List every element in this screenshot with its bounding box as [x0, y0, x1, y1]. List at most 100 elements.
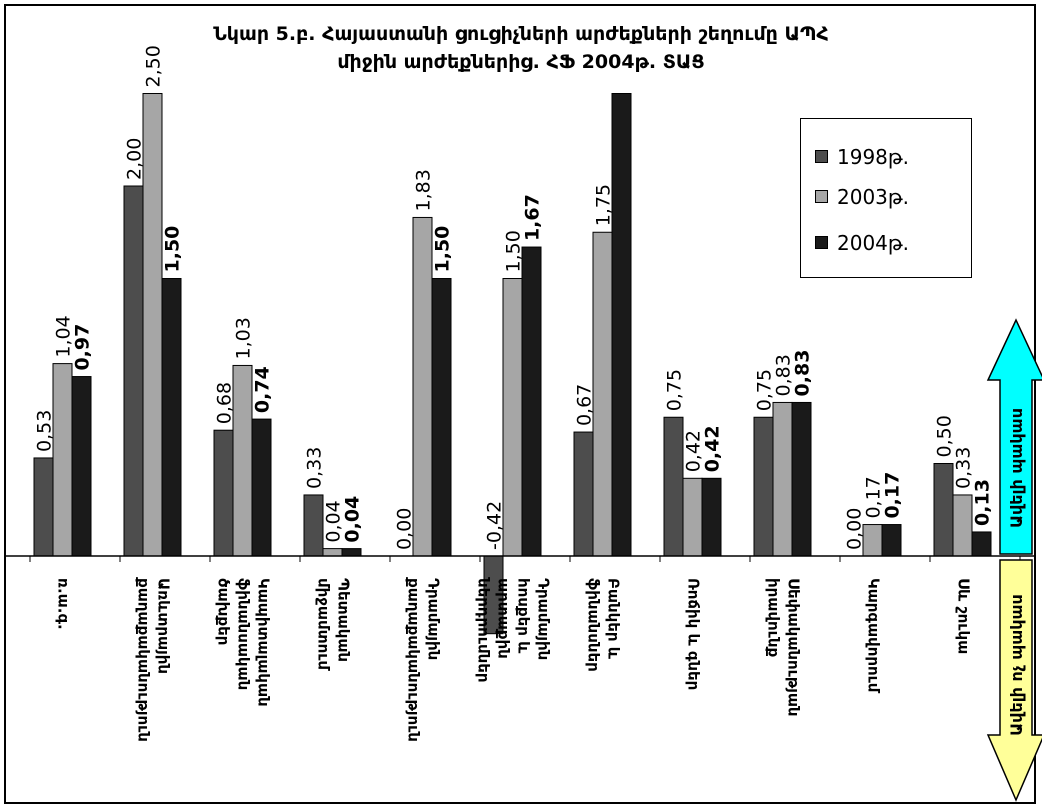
bar-2004-8: [701, 477, 722, 557]
category-label-3-line-1: Կապիտալական: [255, 578, 273, 707]
value-label-2003-7: 1,75: [593, 184, 615, 226]
category-label-7-line-1: Բանկեր և: [605, 578, 623, 660]
bar-2003-11: [952, 494, 973, 557]
legend-swatch-2003: [815, 190, 828, 203]
category-label-8-line-1: Ռոճիկ և գներ: [685, 578, 703, 690]
bar-1998-11: [933, 463, 954, 557]
value-label-2004-9: 0,83: [792, 350, 814, 397]
legend: 1998թ. 2003թ. 2004թ.: [800, 118, 972, 278]
legend-item-1998: 1998թ.: [815, 145, 910, 169]
category-label-6-line-4: ներդրումներ: [475, 577, 493, 683]
category-label-9-line-2: իրավունք: [765, 578, 783, 657]
value-label-1998-1: 0,53: [34, 410, 56, 452]
value-labels-layer: 0,53 1,040,97 2,00 2,50 1,50 0,68 1,03 0,74 0,33…: [34, 45, 994, 550]
value-label-2004-6: 1,67: [522, 194, 544, 241]
value-label-1998-2: 2,00: [124, 138, 146, 180]
value-label-1998-8: 0,75: [664, 369, 686, 411]
bar-2003-8: [682, 477, 703, 557]
bar-1998-3: [213, 429, 234, 557]
category-label-4-line-1: Պետական: [335, 578, 353, 662]
bar-1998-7: [573, 431, 594, 557]
category-label-6-line-1: Դրամային: [535, 578, 553, 660]
arrow-up-icon: [986, 318, 1042, 555]
arrow-down-icon: [986, 559, 1042, 802]
bar-1998-1: [33, 457, 54, 557]
category-label-7-line-2: ֆինանսներ: [585, 578, 603, 672]
category-label-3-line-3: ծախքեր: [215, 578, 233, 645]
bars-layer: [33, 93, 992, 635]
value-label-1998-4: 0,33: [304, 447, 326, 489]
value-label-1998-6: -0,42: [484, 501, 506, 550]
legend-item-2004: 2004թ.: [815, 231, 910, 255]
bar-2003-9: [772, 401, 793, 557]
bar-2003-2: [142, 93, 163, 557]
bar-2003-4: [322, 548, 343, 557]
bar-2004-9: [791, 401, 812, 557]
bar-2004-3: [251, 418, 272, 557]
arrow-down-label: Ավելի ոչ պակաս: [1007, 594, 1026, 736]
bar-2004-6: [521, 246, 542, 557]
value-label-2004-8: 0,42: [702, 425, 724, 472]
bar-2004-1: [71, 376, 92, 557]
value-label-2003-4: 0,04: [323, 500, 345, 542]
value-label-2003-8: 0,42: [683, 430, 705, 472]
category-label-3-line-2: ֆինանսական: [235, 578, 253, 690]
bar-2003-7: [592, 231, 613, 557]
category-label-5-line-1: Դրամային: [425, 578, 443, 660]
bar-2003-10: [862, 524, 883, 557]
legend-label-2003: 2003թ.: [837, 185, 910, 209]
bar-2004-11: [971, 531, 992, 557]
value-label-1998-7: 0,67: [574, 384, 596, 426]
legend-label-2004: 2004թ.: [837, 231, 910, 255]
chart-title-line-1: Նկար 5.բ. Հայաստանի ցուցիչների արժեքների…: [213, 23, 829, 45]
bar-2004-2: [161, 278, 182, 557]
bar-2003-6: [502, 278, 523, 557]
value-label-2003-3: 1,03: [233, 317, 255, 359]
chart-title-line-2: միջին արժեքներից. ՀՖ 2004թ. ՏԱՑ: [337, 51, 705, 73]
value-label-2003-11: 0,33: [953, 447, 975, 489]
value-label-1998-9: 0,75: [754, 369, 776, 411]
legend-label-1998: 1998թ.: [837, 145, 910, 169]
category-label-6-line-2: հոսքեր և: [515, 578, 533, 654]
category-label-1-line-1: ռ.ա.գ.: [55, 578, 73, 630]
bar-1998-8: [663, 416, 684, 557]
legend-swatch-2004: [815, 236, 828, 249]
category-label-4-line-2: միջամտում: [315, 578, 333, 671]
bar-1998-2: [123, 185, 144, 557]
value-label-2003-2: 2,50: [143, 45, 165, 87]
bar-2003-1: [52, 363, 73, 557]
legend-item-2003: 2003թ.: [815, 185, 910, 209]
value-label-2004-10: 0,17: [882, 472, 904, 519]
bar-2004-10: [881, 524, 902, 557]
value-label-2004-4: 0,04: [342, 496, 364, 543]
category-label-5-line-2: քաղաքականություն: [405, 577, 423, 742]
category-label-6-line-3: արտաքին: [495, 578, 513, 659]
value-label-2004-3: 0,74: [252, 366, 274, 413]
value-label-2004-2: 1,50: [162, 226, 184, 273]
value-label-2004-5: 1,50: [432, 226, 454, 273]
bar-2004-5: [431, 278, 452, 557]
value-label-2003-6: 1,50: [503, 230, 525, 272]
chart-title: Նկար 5.բ. Հայաստանի ցուցիչների արժեքների…: [0, 20, 1042, 76]
value-label-1998-5: 0,00: [394, 508, 416, 550]
value-label-2003-1: 1,04: [53, 315, 75, 357]
bar-2003-3: [232, 364, 253, 557]
category-label-2-line-2: քաղաքականություն: [135, 577, 153, 742]
bar-2003-5: [412, 216, 433, 557]
bar-2004-7: [611, 93, 632, 557]
category-label-9-line-1: Սեփականության: [785, 578, 803, 717]
value-label-2004-1: 0,97: [72, 324, 94, 371]
arrow-up-label: Ավելի պակաս: [1007, 408, 1026, 528]
category-label-2-line-1: Առևտրային: [155, 578, 173, 674]
value-label-2003-9: 0,83: [773, 354, 795, 396]
category-label-11-line-1: Սև շուկա: [955, 578, 973, 654]
value-label-1998-3: 0,68: [214, 382, 236, 424]
bar-1998-4: [303, 494, 324, 557]
bar-1998-9: [753, 416, 774, 557]
value-label-1998-11: 0,50: [934, 415, 956, 457]
value-label-2003-10: 0,17: [863, 476, 885, 518]
category-label-10-line-1: Կարգավորում: [865, 578, 883, 694]
axis-layer: [6, 555, 1036, 562]
